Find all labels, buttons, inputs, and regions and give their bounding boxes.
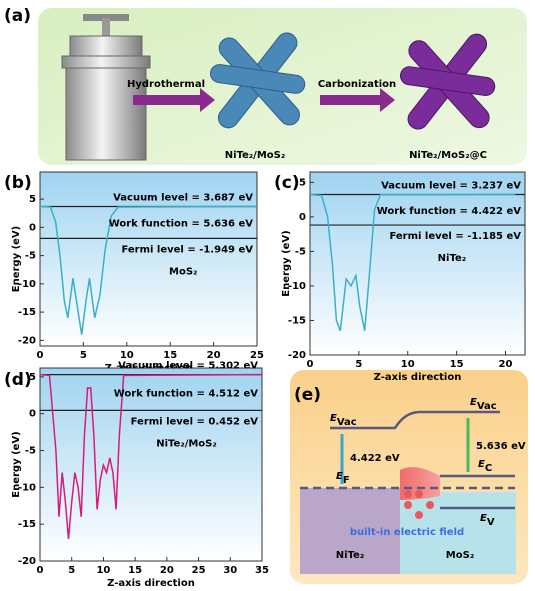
plot-area: [309, 171, 526, 356]
field-label: built-in electric field: [350, 527, 464, 538]
y-tick-label: -20: [18, 556, 36, 567]
x-tick-label: 30: [223, 565, 237, 576]
y-tick-label: -10: [288, 281, 306, 292]
x-tick-label: 20: [207, 350, 221, 361]
gap-label: 5.636 eV: [476, 441, 526, 452]
product-label: NiTe₂/MoS₂@C: [409, 150, 487, 161]
subscript: C: [485, 463, 492, 474]
subscript: V: [487, 517, 495, 528]
x-tick-label: 15: [163, 350, 177, 361]
y-tick-label: -15: [18, 519, 36, 530]
product-label: NiTe₂/MoS₂: [225, 150, 286, 161]
x-tick-label: 15: [450, 359, 464, 370]
rods-purple: [400, 33, 496, 130]
y-tick-label: 5: [299, 177, 306, 188]
panel-label: (b): [4, 173, 32, 193]
panel-label: (e): [294, 385, 321, 405]
annotation: Fermi level = 0.452 eV: [131, 416, 259, 427]
rods-blue: [210, 32, 306, 129]
y-tick-label: -20: [288, 350, 306, 361]
energy-symbol: EV: [480, 513, 495, 528]
y-tick-label: -5: [295, 246, 306, 257]
panel-label: (a): [4, 6, 31, 26]
y-tick-label: 0: [299, 212, 306, 223]
y-axis-label: Energy (eV): [11, 226, 22, 292]
panel-label: (c): [274, 173, 300, 193]
symbol: E: [478, 459, 485, 470]
energy-symbol: EC: [478, 459, 492, 474]
y-tick-label: -5: [25, 446, 36, 457]
y-tick-label: 5: [29, 372, 36, 383]
material-label: MoS₂: [446, 550, 474, 561]
symbol: E: [336, 471, 343, 482]
y-tick-label: 0: [29, 409, 36, 420]
right-block: [400, 492, 516, 574]
annotation: Vacuum level = 5.302 eV: [118, 361, 258, 372]
panel-label: (d): [4, 370, 32, 390]
material-label: NiTe₂: [336, 550, 364, 561]
potential-curve: [39, 205, 258, 335]
y-tick-label: -15: [18, 307, 36, 318]
x-tick-label: 10: [96, 565, 110, 576]
x-axis-label: Z-axis direction: [107, 578, 195, 589]
y-axis-label: Energy (eV): [281, 230, 292, 296]
plot-area: [39, 171, 258, 347]
potential-curve: [39, 373, 263, 539]
annotation: Fermi level = -1.185 eV: [389, 231, 521, 242]
potential-curve: [309, 193, 516, 332]
x-tick-label: 5: [68, 565, 75, 576]
annotation: Work function = 4.512 eV: [114, 388, 259, 399]
charges: [404, 490, 434, 519]
x-tick-label: 35: [255, 565, 269, 576]
y-tick-label: -10: [18, 482, 36, 493]
y-tick-label: 5: [29, 194, 36, 205]
material-label: NiTe₂: [438, 253, 466, 264]
vacuum-level: [330, 410, 500, 430]
annotation: Vacuum level = 3.237 eV: [381, 181, 521, 192]
y-tick-label: 0: [29, 222, 36, 233]
x-tick-label: 0: [37, 350, 44, 361]
autoclave: [61, 14, 151, 161]
x-tick-label: 5: [80, 350, 87, 361]
y-tick-label: -20: [18, 335, 36, 346]
energy-symbol: EF: [336, 471, 350, 486]
x-tick-label: 0: [307, 359, 314, 370]
subscript: Vac: [337, 417, 357, 428]
x-tick-label: 10: [401, 359, 415, 370]
y-tick-label: -5: [25, 251, 36, 262]
x-tick-label: 0: [37, 565, 44, 576]
x-tick-label: 10: [120, 350, 134, 361]
step-label: Hydrothermal: [127, 79, 205, 90]
material-label: MoS₂: [169, 266, 197, 277]
y-tick-label: -10: [18, 279, 36, 290]
x-tick-label: 5: [355, 359, 362, 370]
symbol: E: [330, 413, 337, 424]
x-tick-label: 25: [250, 350, 264, 361]
annotation: Work function = 4.422 eV: [377, 206, 522, 217]
material-label: NiTe₂/MoS₂: [156, 438, 217, 449]
symbol: E: [470, 397, 477, 408]
x-tick-label: 20: [498, 359, 512, 370]
gap-label: 4.422 eV: [350, 453, 400, 464]
annotation: Fermi level = -1.949 eV: [121, 244, 253, 255]
step-label: Carbonization: [318, 79, 396, 90]
energy-symbol: EVac: [470, 397, 497, 412]
y-tick-label: -15: [288, 315, 306, 326]
subscript: F: [343, 475, 350, 486]
left-block: [300, 488, 400, 574]
energy-symbol: EVac: [330, 413, 357, 428]
x-tick-label: 25: [192, 565, 206, 576]
annotation: Work function = 5.636 eV: [109, 218, 254, 229]
x-tick-label: 20: [160, 565, 174, 576]
panel-e: (e) 4.422 eV 5.636 eV built-in electric …: [290, 370, 528, 584]
symbol: E: [480, 513, 487, 524]
plot-area: [39, 367, 263, 562]
subscript: Vac: [477, 401, 497, 412]
arrows: [133, 88, 395, 112]
y-axis-label: Energy (eV): [11, 431, 22, 497]
x-axis-label: Z-axis direction: [374, 372, 462, 383]
x-tick-label: 15: [128, 565, 142, 576]
annotation: Vacuum level = 3.687 eV: [113, 193, 253, 204]
